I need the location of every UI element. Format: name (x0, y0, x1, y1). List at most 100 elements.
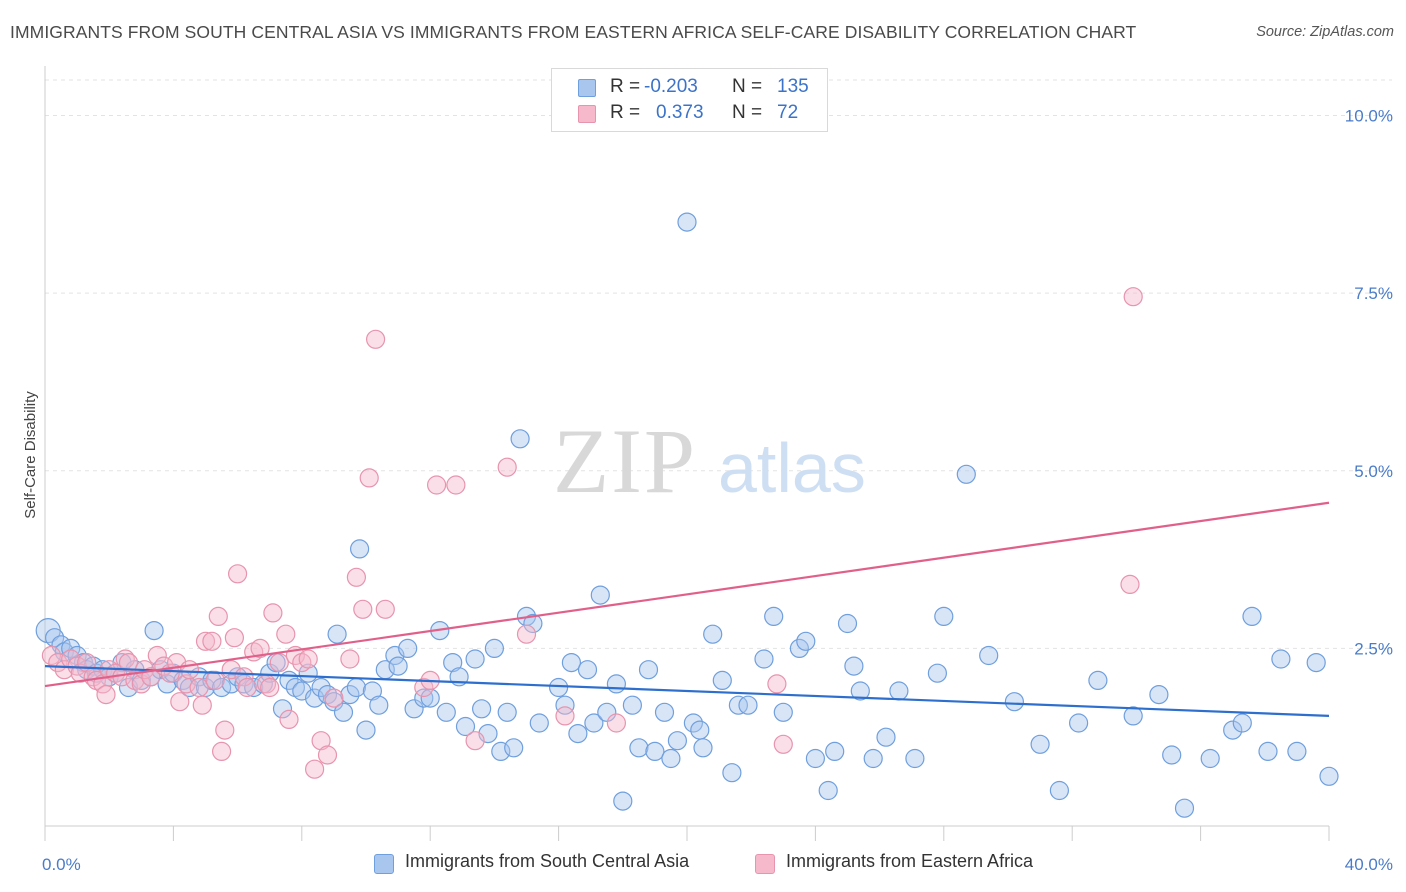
eastern-africa-point-41 (250, 638, 270, 659)
gridlines (45, 79, 1392, 649)
south-central-asia-point-45 (333, 702, 354, 722)
series-eastern-africa-points (41, 287, 1143, 779)
eastern-africa-point-67 (516, 624, 537, 644)
south-central-asia-point-91 (667, 731, 688, 751)
eastern-africa-point-70 (767, 674, 787, 694)
legend-r-label: R = (610, 76, 641, 97)
south-central-asia-point-33 (260, 663, 280, 683)
eastern-africa-point-49 (292, 652, 312, 673)
south-central-asia-point-106 (805, 748, 826, 769)
south-central-asia-point-39 (298, 663, 318, 683)
south-central-asia-point-61 (443, 652, 463, 673)
south-central-asia-point-129 (1200, 748, 1220, 769)
south-central-asia-trend-line (44, 665, 1330, 717)
south-central-asia-point-18 (144, 620, 164, 641)
legend-r-label: R = (610, 102, 641, 123)
south-central-asia-point-60 (436, 702, 456, 722)
eastern-africa-point-31 (205, 670, 225, 691)
south-central-asia-point-84 (613, 791, 633, 811)
south-central-asia-point-50 (362, 681, 382, 701)
eastern-africa-point-46 (276, 624, 296, 644)
south-central-asia-point-51 (369, 695, 389, 715)
y-tick-label-3: 10.0% (1345, 107, 1393, 126)
eastern-africa-point-54 (324, 688, 344, 708)
eastern-africa-point-59 (366, 329, 386, 349)
south-central-asia-point-126 (1149, 684, 1169, 705)
bottom-legend-swatch-south-central-asia (374, 854, 394, 874)
south-central-asia-point-96 (703, 624, 723, 644)
south-central-asia-point-132 (1242, 606, 1262, 627)
eastern-africa-point-24 (170, 692, 190, 712)
eastern-africa-point-28 (192, 695, 212, 715)
eastern-africa-point-60 (375, 599, 395, 619)
y-tick-labels: 2.5% 5.0% 7.5% 10.0% (1345, 107, 1393, 659)
south-central-asia-point-54 (388, 656, 408, 676)
south-central-asia-point-135 (1287, 741, 1307, 762)
eastern-africa-point-2 (54, 660, 74, 680)
south-central-asia-point-116 (927, 663, 948, 683)
eastern-africa-point-33 (212, 741, 232, 762)
eastern-africa-point-64 (446, 475, 466, 495)
eastern-africa-point-55 (340, 649, 360, 669)
south-central-asia-point-117 (934, 606, 954, 627)
eastern-africa-point-15 (118, 652, 139, 673)
south-central-asia-point-71 (510, 429, 530, 449)
south-central-asia-point-85 (622, 695, 643, 715)
south-central-asia-point-56 (404, 699, 424, 719)
south-central-asia-point-130 (1223, 720, 1243, 740)
legend-n-value: 135 (777, 76, 809, 97)
south-central-asia-point-123 (1068, 713, 1089, 733)
south-central-asia-point-67 (484, 638, 504, 659)
eastern-africa-point-47 (279, 709, 299, 730)
south-central-asia-point-78 (568, 723, 588, 744)
south-central-asia-point-134 (1271, 649, 1291, 669)
eastern-africa-point-53 (317, 745, 338, 765)
south-central-asia-point-124 (1088, 670, 1108, 691)
eastern-africa-point-65 (465, 731, 485, 751)
eastern-africa-point-45 (269, 652, 289, 673)
eastern-africa-point-44 (263, 603, 283, 623)
south-central-asia-point-79 (577, 660, 598, 680)
legend-swatch-south-central-asia (578, 79, 596, 97)
eastern-africa-point-69 (606, 713, 627, 733)
south-central-asia-point-57 (414, 688, 434, 708)
eastern-africa-point-36 (224, 628, 244, 648)
south-central-asia-point-70 (504, 738, 524, 758)
south-central-asia-point-69 (497, 702, 517, 722)
south-central-asia-point-114 (889, 681, 909, 701)
south-central-asia-point-101 (754, 649, 774, 669)
south-central-asia-point-88 (645, 741, 665, 762)
south-central-asia-point-63 (455, 716, 476, 737)
chart-title: IMMIGRANTS FROM SOUTH CENTRAL ASIA VS IM… (10, 22, 1137, 42)
eastern-africa-point-20 (147, 645, 167, 666)
south-central-asia-point-112 (863, 748, 883, 769)
south-central-asia-point-46 (340, 684, 360, 705)
y-tick-label-0: 2.5% (1354, 639, 1393, 658)
south-central-asia-point-121 (1030, 734, 1050, 754)
south-central-asia-point-48 (350, 539, 370, 559)
eastern-africa-point-56 (346, 567, 366, 587)
south-central-asia-point-77 (561, 652, 582, 673)
south-central-asia-point-115 (905, 748, 925, 769)
south-central-asia-point-75 (548, 677, 569, 698)
correlation-legend: R = -0.203 N = 135 R = 0.373 N = 72 (551, 68, 828, 132)
eastern-africa-point-52 (311, 731, 331, 751)
bottom-legend-swatch-eastern-africa (755, 854, 775, 874)
south-central-asia-point-81 (590, 585, 610, 605)
eastern-africa-point-58 (359, 468, 379, 488)
eastern-africa-point-73 (1123, 287, 1143, 307)
x-tick-label-min: 0.0% (42, 855, 81, 874)
south-central-asia-point-103 (773, 702, 793, 722)
y-tick-label-2: 7.5% (1354, 284, 1393, 303)
south-central-asia-point-55 (398, 638, 418, 659)
eastern-africa-point-57 (353, 599, 373, 619)
south-central-asia-point-127 (1162, 745, 1182, 765)
eastern-africa-point-14 (115, 649, 135, 669)
south-central-asia-point-86 (629, 738, 649, 758)
south-central-asia-point-47 (346, 677, 366, 698)
south-central-asia-point-110 (844, 656, 864, 676)
source-label: Source: ZipAtlas.com (1256, 24, 1394, 40)
south-central-asia-point-105 (796, 631, 816, 651)
eastern-africa-point-27 (189, 677, 209, 698)
south-central-asia-point-49 (356, 720, 376, 740)
